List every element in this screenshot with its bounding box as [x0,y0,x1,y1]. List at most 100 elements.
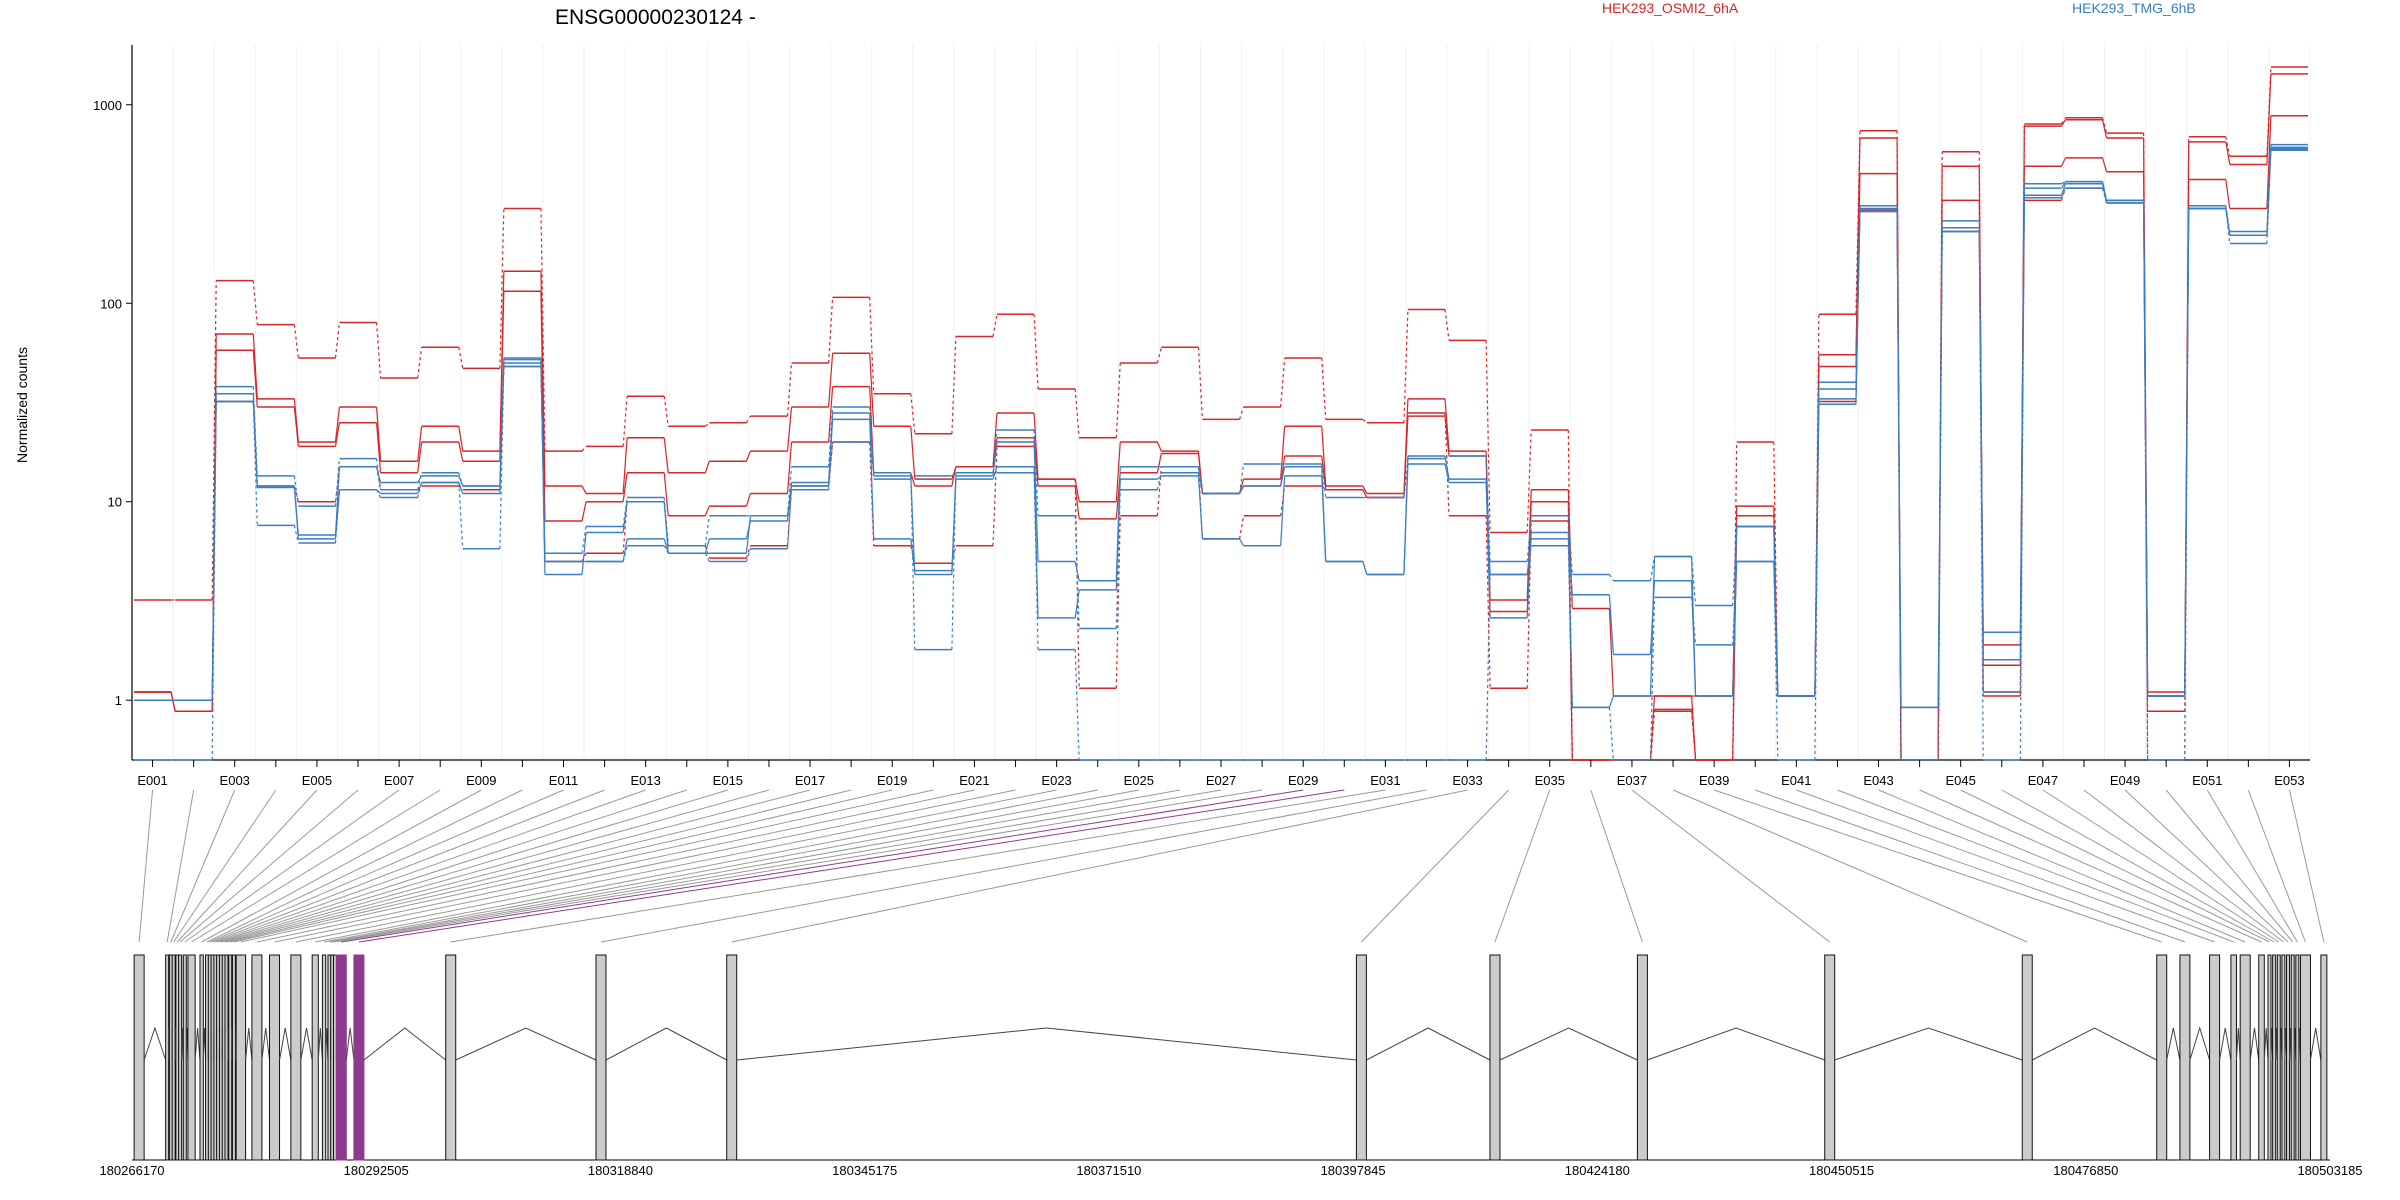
series-segment [1403,463,1409,575]
exon-connector [358,789,1345,943]
exon-connector [1755,789,2186,943]
x-tick-label: E029 [1288,773,1318,788]
series-segment [1321,475,1327,562]
series-segment [1280,357,1286,408]
x-tick-label: E007 [384,773,414,788]
series-segment [828,441,834,490]
series-segment [1280,475,1286,546]
series-segment [1444,416,1450,457]
exon-block [199,954,204,1161]
series-segment [1238,515,1245,539]
series-segment [1608,594,1614,655]
intron-line [2189,1026,2211,1061]
series-segment [375,466,382,483]
series-segment [1608,707,1614,761]
series-segment [1732,441,1738,761]
series-segment [417,347,423,379]
series-segment [704,461,710,473]
series-segment [417,482,423,498]
series-segment [1197,347,1204,420]
series-segment [622,538,628,562]
series-segment [786,485,793,546]
series-segment [1567,429,1573,761]
intron-line [2166,1027,2181,1061]
series-segment [334,489,341,544]
series-segment [1444,455,1450,480]
series-segment [581,553,587,562]
series-segment [1896,211,1902,761]
exon-connector [2288,789,2325,943]
series-segment [869,353,875,427]
series-segment [992,314,998,337]
series-segment [2060,187,2066,198]
exon-block [2156,954,2168,1161]
intron-line [143,1026,167,1061]
series-segment [1197,466,1204,494]
series-segment [2266,115,2272,209]
series-segment [1033,441,1039,562]
x-tick-label: E033 [1452,773,1482,788]
x-tick-label: E015 [713,773,743,788]
series-segment [951,479,957,571]
genomic-tick-label: 180292505 [344,1163,409,1178]
genomic-tick-label: 180450515 [1809,1163,1874,1178]
y-tick-label: 10 [108,495,122,510]
exon-block [2230,954,2237,1161]
series-segment [745,545,751,559]
series-segment [334,422,341,447]
series-segment [1115,441,1121,502]
exon-connector [1960,789,2270,943]
exon-block [311,954,319,1161]
series-segment [540,362,546,562]
series-segment [2060,117,2066,125]
series-segment [1156,475,1162,480]
exon-block [2286,954,2291,1161]
series-segment [745,415,751,424]
series-segment [622,545,628,562]
exon-connector [184,789,400,943]
y-tick-label: 1000 [93,98,122,113]
exon-connector [731,789,1468,943]
exon-connector [1590,789,1643,943]
exon-block [1489,954,1501,1161]
exon-block [2267,954,2272,1161]
exon-connector [1631,789,1831,943]
exon-block [353,954,365,1161]
series-segment [2060,119,2066,127]
series-segment [293,406,299,447]
exon-connector [341,789,1304,943]
exon-connector [138,789,154,943]
series-segment [1403,412,1409,498]
series-segment [2184,208,2190,761]
series-segment [417,441,423,473]
series-segment [1444,463,1450,483]
series-segment [745,548,751,562]
series-HEK293_TMG_6hB-7 [134,149,2308,761]
intron-line [1647,1027,1825,1061]
series-segment [2101,188,2108,204]
exon-connector [209,789,564,943]
series-segment [293,487,299,539]
series-segment [663,472,669,516]
series-segment [910,426,916,480]
exon-block [251,954,263,1161]
series-segment [1238,406,1245,420]
series-segment [1485,340,1491,533]
intron-line [2219,1027,2232,1061]
series-segment [1280,426,1286,480]
x-tick-label: E031 [1370,773,1400,788]
series-segment [581,446,587,452]
exon-connector [170,789,236,943]
x-tick-label: E005 [302,773,332,788]
exon-connector [2165,789,2294,943]
series-segment [375,422,382,473]
exon-connector [201,789,482,943]
series-segment [170,691,176,712]
series-segment [458,482,464,549]
series-segment [786,362,793,417]
series-segment [2019,197,2025,761]
series-segment [252,401,258,526]
series-segment [1403,309,1409,423]
series-segment [704,538,710,554]
series-HEK293_OSMI2_6hA-0 [134,66,2308,761]
